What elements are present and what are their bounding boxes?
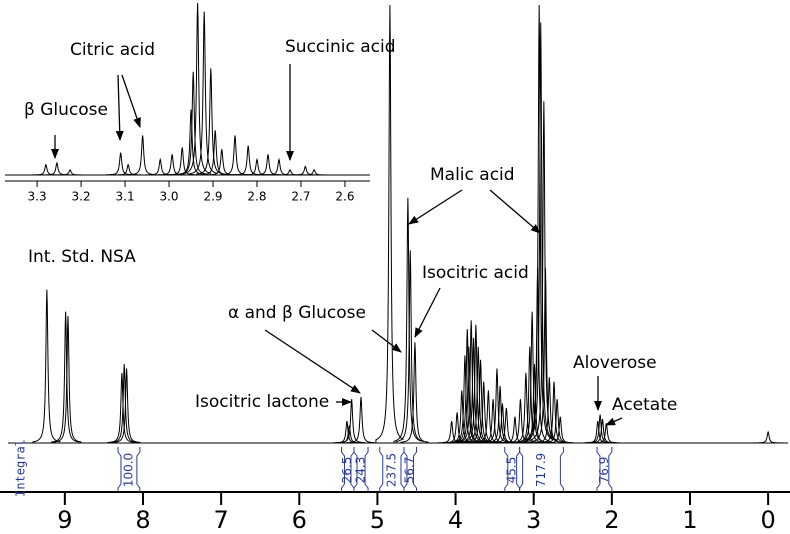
x-tick-label: 2 [604,506,619,534]
integral-value: 237.5 [384,453,398,487]
x-tick-label: 6 [292,506,307,534]
x-tick-label: 0 [760,506,775,534]
integral-value: 26.5 [340,457,354,484]
x-tick-label: 3.2 [72,190,91,204]
integral-value: 100.0 [121,453,135,487]
annotation: Isocitric lactone [195,392,329,412]
peak [753,430,782,444]
x-tick-label: 2.6 [335,190,354,204]
main-spectrum: 9 8 7 6 5 4 3 2 1 0 Integral 100.0 26.5 24.3 237.5 56.7… [0,4,790,534]
arrow [264,329,361,394]
x-tick-label: 7 [213,506,228,534]
x-tick-label: 2.9 [203,190,222,204]
peak [346,396,375,444]
integral-bracket [353,447,369,492]
annotation: Citric acid [70,40,155,60]
annotation: Aloverose [573,353,657,373]
integral-bracket [117,447,141,492]
x-tick-label: 3.0 [159,190,178,204]
integral-value: 45.5 [505,457,519,484]
peak [264,157,293,176]
peak [526,22,555,444]
peak [400,342,429,444]
integral-value: 24.3 [354,457,368,484]
peak [167,147,196,176]
peak [112,368,141,444]
annotation: α and β Glucose [228,303,366,323]
annotation: Succinic acid [285,37,396,57]
peak [51,311,80,444]
peak [290,165,319,176]
annotation: Malic acid [430,165,515,185]
peak [145,157,174,176]
arrow [489,189,541,234]
arrow [414,287,441,338]
integral-value: 56.7 [403,457,417,484]
peak [113,163,142,176]
integral-bracket [403,447,417,492]
peak [107,372,136,444]
inset-spectrum: 3.3 3.2 3.1 3.0 2.9 2.8 2.7 2.6 [5,2,370,204]
peak [534,377,563,444]
peak [128,135,157,176]
peak [395,250,424,444]
x-tick-label: 4 [448,506,463,534]
peak [220,135,249,176]
peak [461,324,490,444]
integral-bracket [596,447,613,492]
peak [482,368,511,444]
x-tick-label: 5 [370,506,385,534]
x-tick-label: 8 [135,506,150,534]
arrow [371,329,402,353]
x-tick-label: 3 [526,506,541,534]
peak [32,289,61,444]
annotation: Acetate [612,395,677,415]
peak [437,421,466,444]
peak [505,399,535,444]
arrow [605,417,623,426]
integral-value: 717.9 [534,453,548,487]
arrow [121,74,141,128]
peak [456,320,485,444]
peak [393,197,422,444]
x-tick-label: 2.8 [247,190,266,204]
peak [524,4,554,444]
x-tick-label: 3.3 [28,190,47,204]
x-tick-label: 9 [57,506,72,534]
peak [55,169,84,176]
peak [545,416,574,444]
peak [207,149,236,176]
integral-value: 76.9 [597,457,611,484]
peak [189,11,218,176]
peak [539,381,568,444]
annotation: Int. Std. NSA [28,247,136,267]
x-tick-label: 3.1 [116,190,135,204]
annotation: Isocitric acid [422,263,529,283]
x-tick-label: 1 [682,506,697,534]
x-tick-label: 2.7 [291,190,310,204]
integral-bracket [519,447,564,492]
annotation: β Glucose [24,100,108,120]
peak [375,4,404,444]
peak [31,163,60,176]
arrow [115,74,124,141]
peak [157,154,186,176]
integral-label: Integral [14,439,28,497]
peak [183,2,212,176]
arrow [408,189,463,225]
peak [53,315,82,444]
peak [299,169,328,176]
peak [196,68,225,176]
